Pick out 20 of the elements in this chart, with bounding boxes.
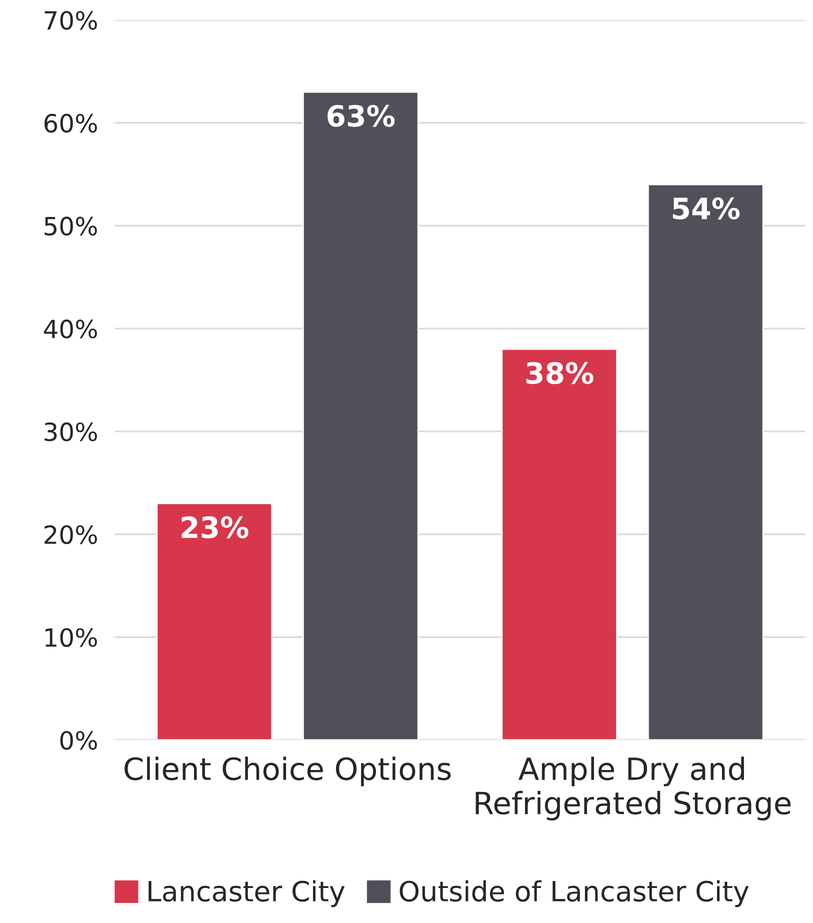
data-label: 38% (526, 362, 594, 384)
legend-label: Lancaster City (148, 880, 345, 908)
data-label: 63% (328, 104, 395, 127)
y-tick-label: 70% (44, 10, 97, 30)
bar (648, 184, 764, 740)
y-tick-label: 30% (44, 422, 97, 442)
y-tick-label: 20% (44, 525, 97, 544)
y-tick-label: 60% (44, 114, 97, 133)
legend-label: Outside of Lancaster City (400, 880, 749, 908)
bar (156, 502, 272, 740)
x-tick-label: Ample Dry and Refrigerated Storage (476, 756, 791, 820)
data-label: 23% (182, 516, 248, 538)
x-tick-label: Client Choice Options (124, 756, 451, 786)
bar (501, 348, 618, 740)
bar (302, 91, 419, 740)
y-tick-label: 40% (44, 320, 97, 338)
y-tick-label: 50% (44, 216, 97, 236)
y-tick-label: 10% (46, 628, 97, 647)
data-label: 54% (672, 197, 740, 220)
y-tick-label: 0% (60, 730, 97, 750)
